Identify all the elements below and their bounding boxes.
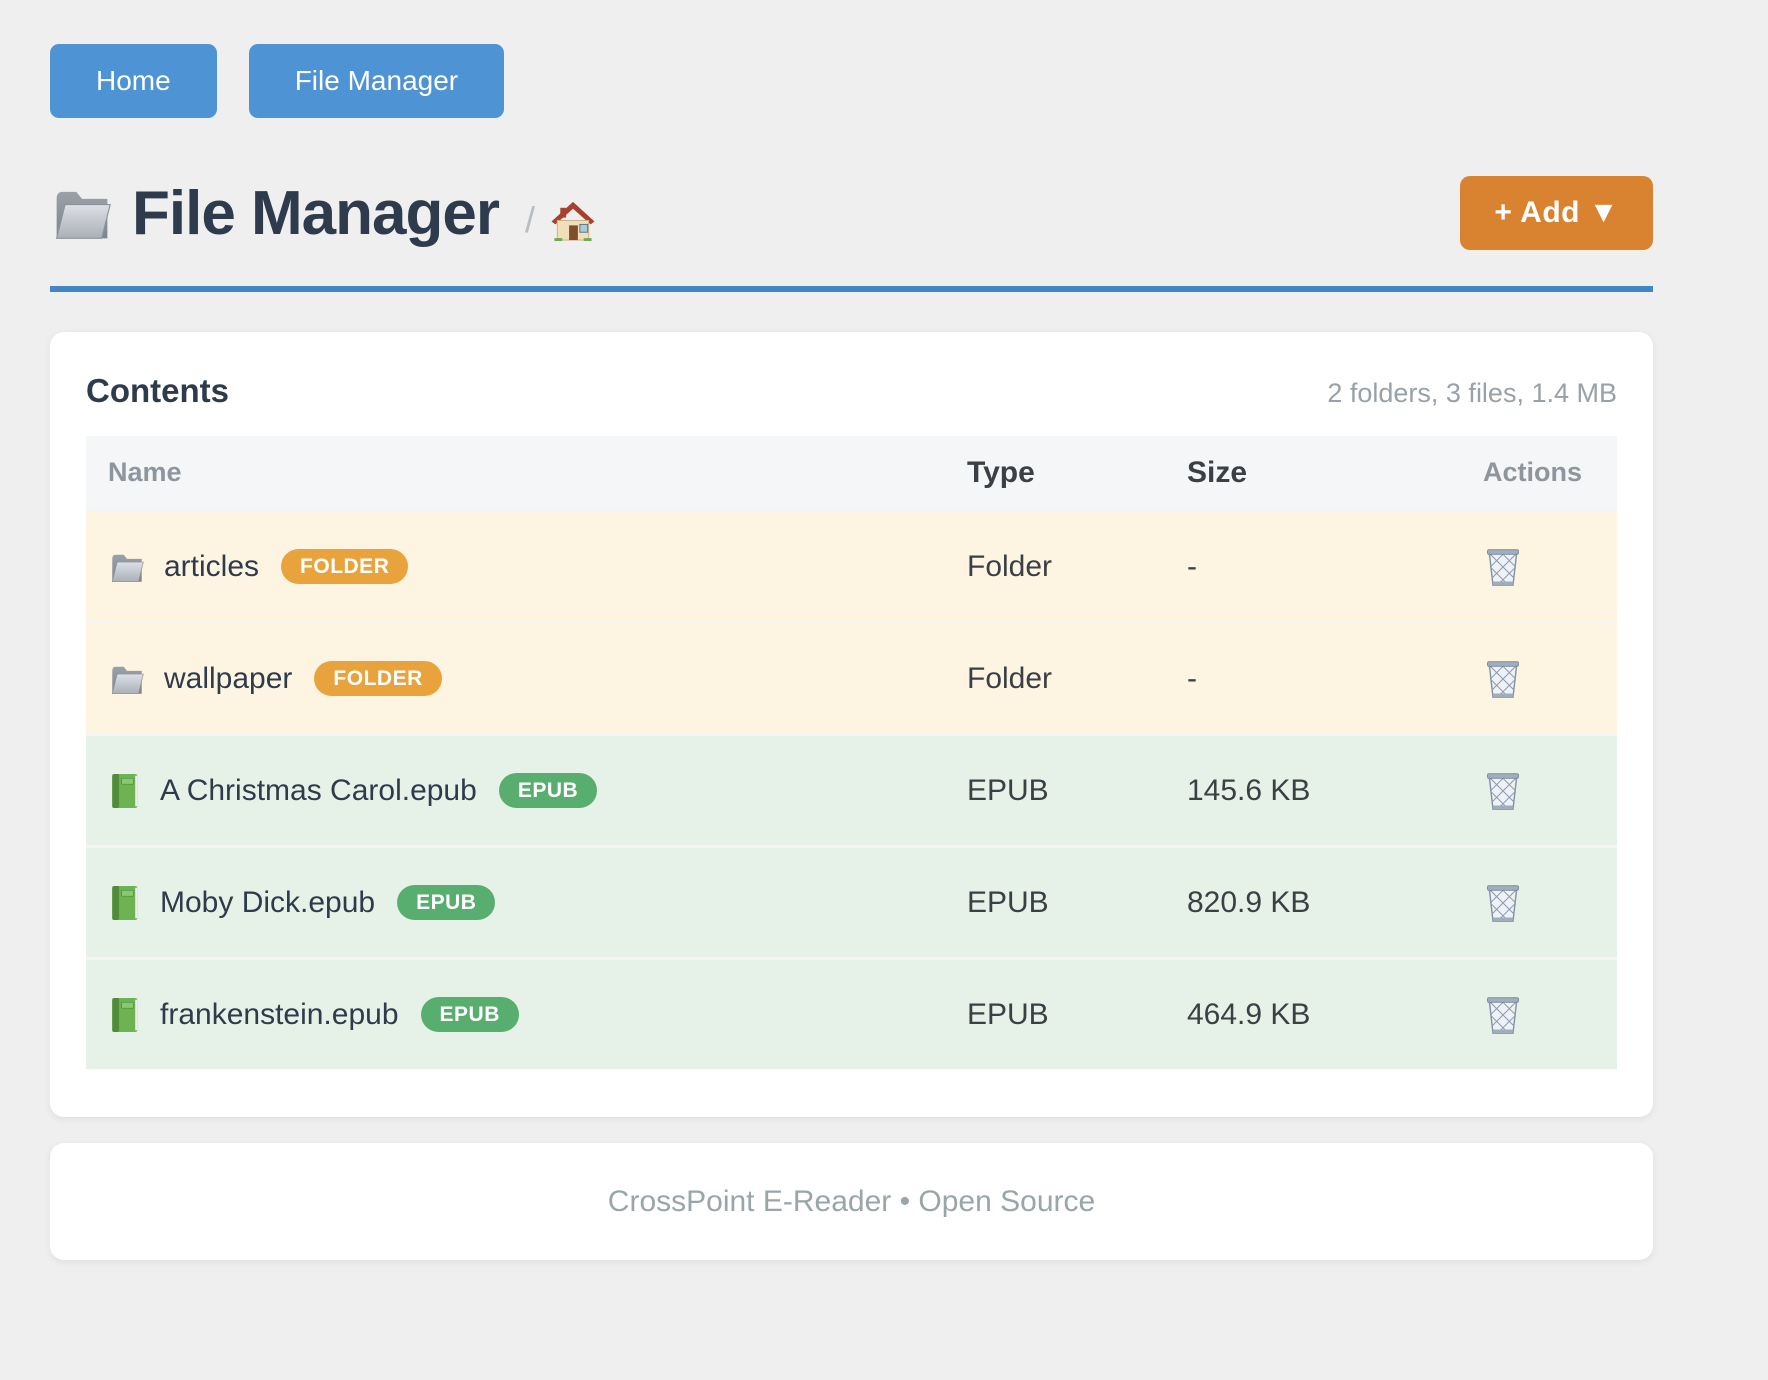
table-row: frankenstein.epub EPUB EPUB 464.9 KB (86, 957, 1617, 1069)
table-header-row: Name Type Size Actions (86, 436, 1617, 509)
entry-name[interactable]: wallpaper (164, 661, 293, 695)
page-header: File Manager / + Add ▼ (50, 176, 1653, 250)
page: Home File Manager File Manager / + Add ▼… (50, 0, 1653, 1260)
table-row: Moby Dick.epub EPUB EPUB 820.9 KB (86, 845, 1617, 957)
entry-name[interactable]: articles (164, 549, 260, 583)
top-nav: Home File Manager (50, 0, 1653, 118)
column-header-name: Name (108, 457, 182, 487)
entry-name[interactable]: Moby Dick.epub (160, 885, 376, 919)
trash-icon[interactable] (1483, 881, 1523, 925)
entry-name[interactable]: frankenstein.epub (160, 997, 399, 1031)
trash-icon[interactable] (1483, 545, 1523, 589)
entry-size: 145.6 KB (1187, 773, 1311, 807)
entry-type: EPUB (967, 997, 1049, 1031)
entry-size: 820.9 KB (1187, 885, 1311, 919)
contents-table: Name Type Size Actions articles FOLDER F… (86, 436, 1617, 1069)
table-row: articles FOLDER Folder - (86, 509, 1617, 621)
entry-size: 464.9 KB (1187, 997, 1311, 1031)
breadcrumb-separator: / (525, 199, 536, 240)
folder-icon (108, 549, 146, 585)
house-icon[interactable] (551, 199, 596, 242)
page-title: File Manager (132, 178, 500, 248)
entry-type-badge: EPUB (397, 885, 496, 920)
column-header-type: Type (967, 455, 1035, 489)
table-row: wallpaper FOLDER Folder - (86, 621, 1617, 733)
breadcrumb: / (525, 199, 596, 242)
add-button[interactable]: + Add ▼ (1460, 176, 1653, 250)
trash-icon[interactable] (1483, 769, 1523, 813)
entry-type-badge: FOLDER (314, 661, 442, 696)
table-body: articles FOLDER Folder - wallpaper FOLDE… (86, 509, 1617, 1069)
green-book-icon (108, 995, 142, 1035)
file-manager-button[interactable]: File Manager (248, 44, 505, 118)
column-header-size: Size (1187, 455, 1248, 489)
green-book-icon (108, 883, 142, 923)
table-row: A Christmas Carol.epub EPUB EPUB 145.6 K… (86, 733, 1617, 845)
column-header-actions: Actions (1483, 457, 1583, 487)
entry-type: EPUB (967, 885, 1049, 919)
header-divider (50, 286, 1653, 292)
folder-icon (108, 661, 146, 697)
green-book-icon (108, 771, 142, 811)
contents-heading: Contents (86, 372, 229, 409)
entry-type: Folder (967, 661, 1053, 695)
footer-text: CrossPoint E-Reader • Open Source (607, 1184, 1096, 1218)
entry-type-badge: EPUB (420, 997, 519, 1032)
entry-name[interactable]: A Christmas Carol.epub (160, 773, 477, 807)
contents-card: Contents 2 folders, 3 files, 1.4 MB Name… (50, 332, 1653, 1117)
trash-icon[interactable] (1483, 657, 1523, 701)
contents-summary: 2 folders, 3 files, 1.4 MB (1327, 378, 1617, 408)
entry-type-badge: FOLDER (281, 549, 409, 584)
entry-size: - (1187, 549, 1197, 583)
entry-size: - (1187, 661, 1197, 695)
footer: CrossPoint E-Reader • Open Source (50, 1143, 1653, 1260)
trash-icon[interactable] (1483, 993, 1523, 1037)
entry-type: EPUB (967, 773, 1049, 807)
home-button[interactable]: Home (50, 44, 217, 118)
entry-type: Folder (967, 549, 1053, 583)
entry-type-badge: EPUB (498, 773, 598, 808)
folder-icon (50, 182, 114, 244)
